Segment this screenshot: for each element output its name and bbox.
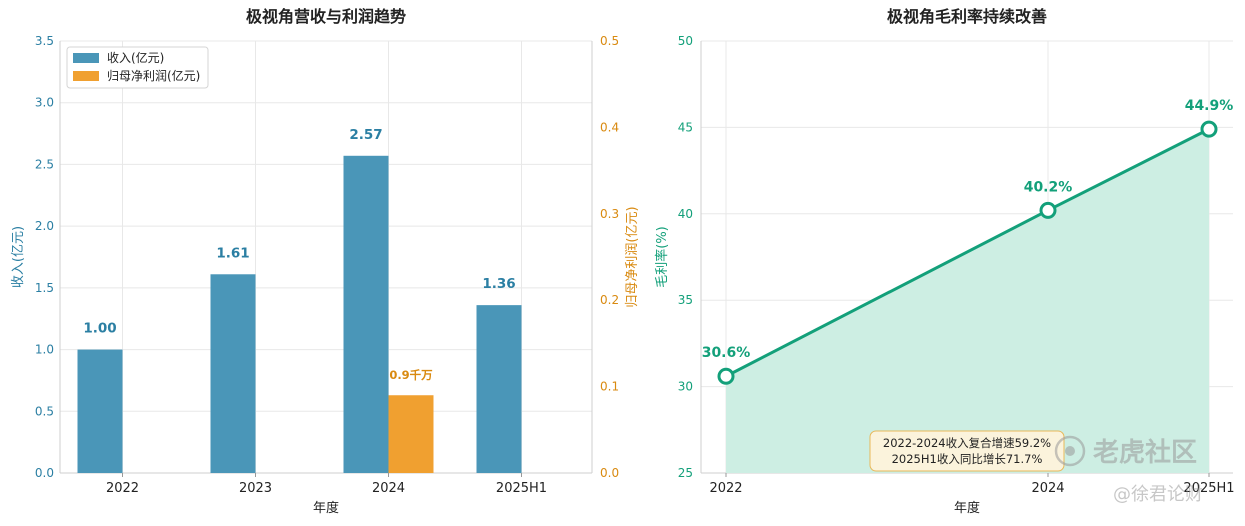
left-y-tick-label: 0.0 (35, 466, 54, 480)
margin-y-tick-label: 50 (678, 34, 693, 48)
margin-x-tick-label: 2022 (709, 481, 742, 496)
right-y-tick-label: 0.5 (600, 34, 619, 48)
annotation-line-1: 2022-2024收入复合增速59.2% (883, 436, 1051, 450)
legend-label-profit: 归母净利润(亿元) (107, 68, 200, 83)
left-y-tick-label: 3.0 (35, 96, 54, 110)
x-tick-label: 2025H1 (496, 481, 547, 496)
x-tick-label: 2023 (239, 481, 272, 496)
left-y-tick-label: 2.5 (35, 157, 54, 171)
margin-point (717, 367, 735, 385)
legend-label-revenue: 收入(亿元) (107, 50, 164, 65)
right-chart: 30.6% 40.2% 44.9% 25 30 35 40 45 50 2022 2024 2025… (654, 7, 1235, 516)
margin-ticks: 25 30 35 40 45 50 2022 2024 2025H1 (678, 34, 1235, 496)
left-y-tick-label: 2.0 (35, 219, 54, 233)
margin-area-fill (726, 129, 1209, 474)
left-chart-title: 极视角营收与利润趋势 (246, 7, 406, 26)
margin-data-label: 44.9% (1185, 98, 1234, 114)
margin-y-tick-label: 45 (678, 120, 693, 134)
revenue-data-label: 1.36 (482, 276, 515, 292)
legend-box (66, 46, 209, 89)
right-y-tick-label: 0.3 (600, 207, 619, 221)
right-y-axis-label: 归母净利润(亿元) (625, 206, 640, 307)
left-y-tick-label: 0.5 (35, 404, 54, 418)
margin-y-tick-label: 35 (678, 293, 693, 307)
right-y-tick-label: 0.4 (600, 120, 619, 134)
right-chart-title: 极视角毛利率持续改善 (887, 7, 1047, 26)
legend-swatch-profit (73, 71, 99, 81)
annotation-line-2: 2025H1收入同比增长71.7% (892, 452, 1043, 466)
revenue-data-label: 1.00 (83, 321, 116, 337)
watermark-brand: 老虎社区 (1093, 437, 1197, 468)
left-x-axis-label: 年度 (313, 500, 339, 516)
left-chart: 1.00 1.61 2.57 0.9千万 1.36 0.0 0.5 1.0 1.5 2.0 2.5… (11, 7, 640, 516)
left-y-tick-label: 1.5 (35, 281, 54, 295)
margin-x-axis-label: 年度 (954, 500, 980, 516)
profit-bar (388, 395, 434, 473)
x-tick-label: 2024 (372, 481, 405, 496)
legend: 收入(亿元) 归母净利润(亿元) (66, 46, 209, 89)
margin-y-tick-label: 30 (678, 380, 693, 394)
left-bars: 1.00 1.61 2.57 0.9千万 1.36 (77, 127, 522, 473)
revenue-bar (476, 305, 522, 473)
revenue-bar (77, 349, 123, 473)
margin-point (1039, 201, 1057, 219)
margin-point (1200, 120, 1218, 138)
margin-x-tick-label: 2024 (1031, 481, 1064, 496)
left-ticks: 0.0 0.5 1.0 1.5 2.0 2.5 3.0 3.5 0.0 0.1 0.2 0.3 0.4 0… (35, 34, 619, 496)
legend-swatch-revenue (73, 53, 99, 63)
x-tick-label: 2022 (106, 481, 139, 496)
margin-y-tick-label: 25 (678, 466, 693, 480)
watermark: 老虎社区 @徐君论财 (1054, 435, 1203, 505)
margin-line-layer: 30.6% 40.2% 44.9% (702, 98, 1234, 385)
revenue-bar (210, 274, 256, 473)
annotation-box (869, 430, 1065, 472)
revenue-data-label: 2.57 (349, 127, 382, 143)
margin-x-tick-label: 2025H1 (1183, 481, 1234, 496)
tiger-logo-icon (1054, 435, 1086, 467)
left-y-axis-label: 收入(亿元) (11, 226, 26, 288)
revenue-bar (343, 155, 389, 473)
margin-data-label: 30.6% (702, 345, 751, 361)
margin-y-axis-label: 毛利率(%) (654, 226, 670, 288)
right-y-tick-label: 0.2 (600, 293, 619, 307)
right-y-tick-label: 0.1 (600, 380, 619, 394)
watermark-handle: @徐君论财 (1113, 484, 1203, 505)
profit-data-label: 0.9千万 (389, 368, 433, 382)
margin-y-tick-label: 40 (678, 207, 693, 221)
right-y-tick-label: 0.0 (600, 466, 619, 480)
margin-area (726, 129, 1209, 474)
margin-data-label: 40.2% (1024, 179, 1073, 195)
revenue-data-label: 1.61 (216, 245, 249, 261)
left-y-tick-label: 3.5 (35, 34, 54, 48)
growth-annotation: 2022-2024收入复合增速59.2% 2025H1收入同比增长71.7% (869, 430, 1065, 472)
left-y-tick-label: 1.0 (35, 343, 54, 357)
